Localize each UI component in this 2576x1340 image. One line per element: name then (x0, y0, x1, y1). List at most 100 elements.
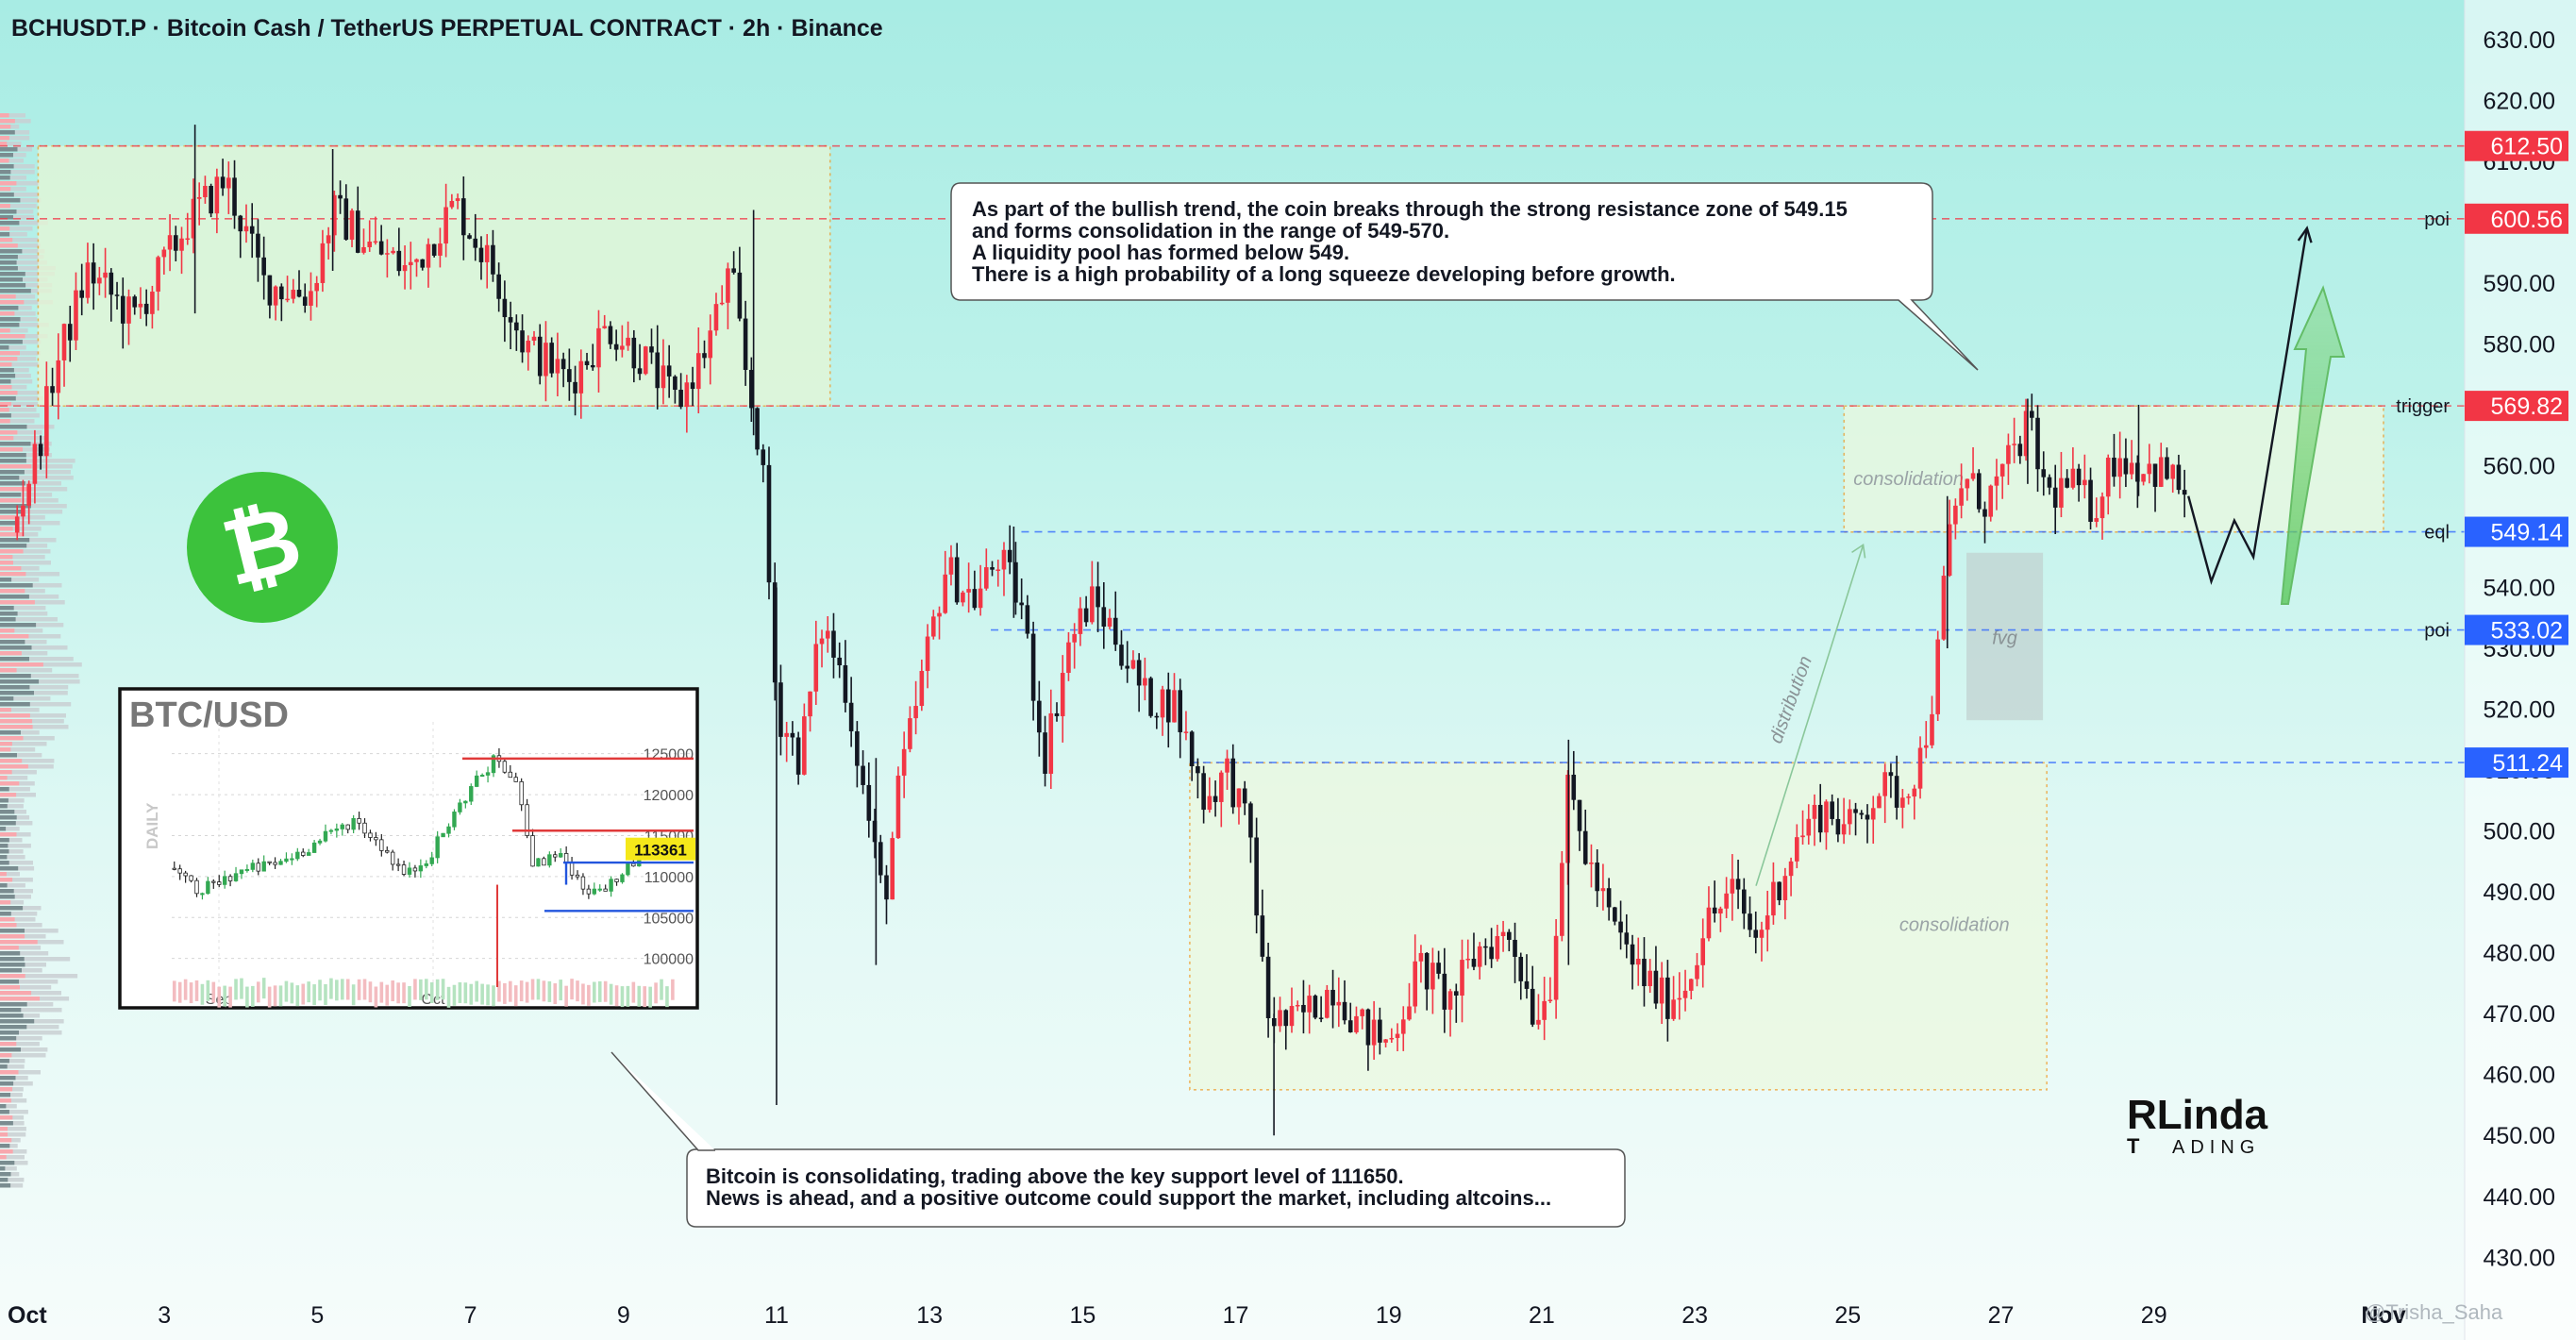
candle-body (1724, 893, 1729, 909)
volume-profile-bar (0, 498, 22, 503)
candle-body (861, 765, 865, 785)
candle-body (1048, 712, 1054, 774)
annotation-bottom-text: Bitcoin is consolidating, trading above … (706, 1164, 1552, 1210)
inset-candle-body (323, 830, 328, 842)
candle-body (1378, 1019, 1382, 1043)
volume-profile-bar (0, 226, 10, 231)
inset-candle-body (626, 863, 630, 876)
inset-candle-body (441, 832, 445, 838)
inset-volume-bar (345, 979, 350, 1000)
inset-volume-bar (458, 981, 462, 1003)
candle-body (161, 249, 167, 258)
candle-body (1013, 561, 1018, 603)
volume-profile-bar (0, 804, 24, 809)
volume-profile-bar (0, 572, 26, 577)
logo-line2: ADING (2172, 1137, 2260, 1158)
volume-profile-bar (0, 1036, 42, 1041)
candle-body (2099, 496, 2105, 519)
volume-profile-bar (0, 447, 23, 452)
price-axis[interactable]: 430.00 440.00 450.00 460.00 470.00 480.00 490.… (2464, 0, 2576, 1340)
candle-body (743, 318, 748, 371)
volume-profile-bar (0, 142, 8, 146)
volume-profile-bar (0, 532, 23, 537)
volume-profile-bar (0, 408, 37, 412)
inset-btc-chart[interactable]: BTC/USDDAILY1250001200001150001100001050… (118, 687, 699, 1010)
volume-profile-bar (0, 793, 36, 797)
volume-profile-bar (0, 787, 9, 792)
volume-profile-bar (0, 611, 48, 616)
volume-profile-bar (0, 1110, 28, 1114)
inset-volume-bar (240, 978, 243, 999)
volume-profile-bar (0, 164, 14, 169)
candle-body (455, 198, 460, 201)
volume-profile-bar (0, 611, 18, 616)
candle-body (496, 274, 501, 299)
volume-profile-bar (0, 328, 28, 333)
candle-body (1019, 602, 1024, 606)
candle-body (1817, 804, 1823, 833)
candle-body (2088, 479, 2093, 522)
volume-profile-bar (0, 1053, 46, 1058)
price-level-tag: 549.14 (2491, 520, 2564, 546)
inset-volume-bar (648, 986, 652, 1008)
volume-profile-bar (0, 1002, 27, 1007)
candle-body (620, 345, 625, 350)
candle-body (514, 322, 519, 331)
inset-candle-body (233, 873, 239, 881)
candle-body (1923, 745, 1929, 748)
inset-period: DAILY (143, 802, 161, 849)
inset-volume-bar (570, 979, 574, 1000)
volume-profile-bar (0, 436, 14, 441)
volume-profile-bar (0, 787, 30, 792)
candle-body (1700, 938, 1706, 965)
volume-profile-bar (0, 1098, 11, 1103)
volume-profile-bar (0, 549, 51, 554)
candle-body (2112, 457, 2116, 477)
candle-body (420, 259, 426, 268)
candle-body (1278, 1010, 1282, 1027)
candle-body (1460, 960, 1464, 996)
candle-body (908, 718, 912, 749)
volume-profile-bar (0, 515, 18, 520)
candle-body (1530, 988, 1535, 1025)
volume-profile-bar (0, 1008, 62, 1013)
inset-candle-body (463, 800, 468, 804)
inset-volume-bar (267, 986, 272, 1008)
inset-volume-bar (519, 980, 524, 1002)
candle-body (1571, 774, 1577, 800)
inset-candle-body (211, 880, 216, 883)
candle-body (843, 665, 848, 703)
time-axis[interactable]: Oct 3 5 7 9 11 13 15 17 19 21 23 25 27 29 Nov (8, 1302, 2406, 1329)
inset-candle-body (328, 829, 334, 832)
price-tick-label: 540.00 (2484, 576, 2555, 602)
candle-body (731, 268, 736, 273)
volume-profile-bar (0, 821, 16, 826)
symbol-title[interactable]: BCHUSDT.P · Bitcoin Cash / TetherUS PERP… (11, 15, 883, 42)
candle-body (491, 244, 495, 275)
candle-body (1600, 888, 1606, 892)
volume-profile-bar (0, 912, 11, 916)
volume-profile-bar (0, 176, 10, 180)
inset-candle-body (469, 786, 474, 802)
candle-body (1213, 796, 1218, 802)
candle-body (1295, 1004, 1300, 1007)
time-tick-label: 3 (158, 1302, 171, 1329)
candle-body (895, 775, 901, 839)
candle-body (602, 326, 607, 328)
inset-volume-bar (441, 979, 445, 1000)
price-tick-label: 470.00 (2484, 1001, 2555, 1028)
volume-profile-bar (0, 447, 50, 452)
candle-body (191, 198, 196, 239)
inset-volume-bar (261, 978, 266, 999)
candle-body (2059, 477, 2064, 508)
candle-body (1542, 1000, 1547, 1020)
candle-body (1824, 801, 1829, 833)
candle-body (1265, 956, 1271, 1018)
volume-profile-bar (0, 266, 56, 271)
volume-profile-bar (0, 736, 55, 741)
candle-body (296, 290, 302, 297)
volume-profile-bar (0, 198, 42, 203)
candle-body (1695, 964, 1699, 980)
volume-profile-bar (0, 872, 7, 877)
